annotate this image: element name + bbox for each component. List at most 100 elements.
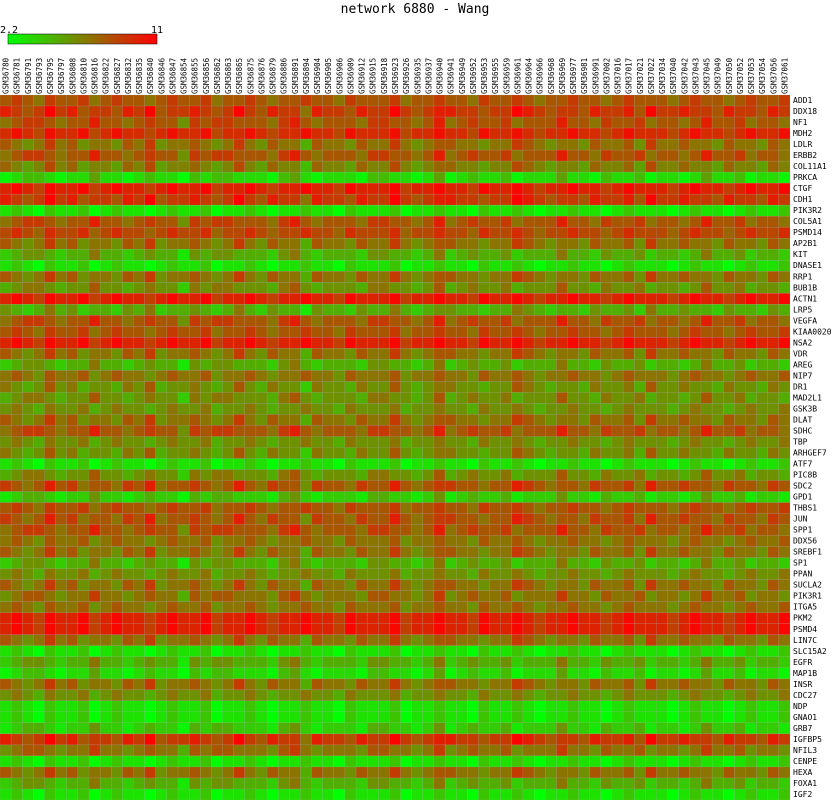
heatmap-cell <box>10 447 23 459</box>
heatmap-cell <box>44 601 56 613</box>
heatmap-cell <box>355 447 368 459</box>
heatmap-cell <box>122 733 134 746</box>
heatmap-cell <box>422 612 435 624</box>
heatmap-cell <box>66 612 79 624</box>
column-label: GSM36822 <box>102 58 111 94</box>
heatmap-cell <box>289 667 301 680</box>
heatmap-cell <box>111 204 123 217</box>
heatmap-cell <box>556 700 568 713</box>
heatmap-cell <box>756 282 768 294</box>
heatmap-cell <box>144 138 157 151</box>
heatmap-cell <box>88 579 101 591</box>
heatmap-cell <box>478 667 490 680</box>
heatmap-cell <box>511 590 524 602</box>
heatmap-cell <box>467 304 479 316</box>
heatmap-cell <box>355 491 368 503</box>
heatmap-cell <box>366 425 379 437</box>
heatmap-cell <box>277 149 290 162</box>
heatmap-cell <box>300 436 312 448</box>
heatmap-cell <box>277 105 290 118</box>
heatmap-cell <box>233 645 246 658</box>
heatmap-cell <box>322 689 335 702</box>
heatmap-cell <box>756 149 768 162</box>
heatmap-cell <box>778 337 791 349</box>
heatmap-cell <box>99 293 112 305</box>
heatmap-cell <box>55 480 68 492</box>
heatmap-cell <box>10 116 23 129</box>
heatmap-cell <box>444 678 457 691</box>
heatmap-cell <box>556 94 568 107</box>
row-label: SDHC <box>793 426 812 435</box>
heatmap-cell <box>33 623 45 636</box>
heatmap-cell <box>177 623 190 636</box>
heatmap-cell <box>433 315 446 327</box>
heatmap-cell <box>745 248 757 261</box>
heatmap-cell <box>455 359 468 371</box>
heatmap-cell <box>444 304 457 316</box>
heatmap-cell <box>756 392 768 404</box>
heatmap-cell <box>155 733 168 746</box>
heatmap-cell <box>33 689 45 702</box>
heatmap-cell <box>211 425 223 437</box>
heatmap-cell <box>600 667 613 680</box>
heatmap-cell <box>0 656 12 669</box>
heatmap-cell <box>611 392 624 404</box>
heatmap-cell <box>322 315 335 327</box>
heatmap-cell <box>689 502 702 514</box>
heatmap-cell <box>678 513 691 525</box>
heatmap-cell <box>55 370 68 382</box>
heatmap-cell <box>66 381 79 393</box>
heatmap-cell <box>422 293 435 305</box>
heatmap-cell <box>55 436 68 448</box>
heatmap-cell <box>700 359 713 371</box>
heatmap-cell <box>378 94 390 107</box>
heatmap-cell <box>300 755 312 768</box>
heatmap-cell <box>767 337 780 349</box>
heatmap-cell <box>689 392 702 404</box>
heatmap-cell <box>734 656 746 669</box>
heatmap-cell <box>578 193 590 206</box>
heatmap-cell <box>400 634 412 647</box>
heatmap-cell <box>0 623 12 636</box>
heatmap-cell <box>222 315 234 327</box>
heatmap-cell <box>211 348 223 360</box>
heatmap-cell <box>0 502 12 514</box>
heatmap-cell <box>77 491 90 503</box>
heatmap-cell <box>99 326 112 338</box>
heatmap-cell <box>633 403 646 415</box>
heatmap-cell <box>33 414 45 426</box>
heatmap-cell <box>556 403 568 415</box>
heatmap-cell <box>678 259 691 272</box>
heatmap-cell <box>467 700 479 713</box>
heatmap-cell <box>88 502 101 514</box>
heatmap-cell <box>444 259 457 272</box>
heatmap-cell <box>578 645 590 658</box>
heatmap-cell <box>522 381 535 393</box>
heatmap-cell <box>400 193 412 206</box>
heatmap-cell <box>333 744 346 757</box>
heatmap-cell <box>645 259 657 272</box>
heatmap-cell <box>10 293 23 305</box>
heatmap-cell <box>722 447 735 459</box>
heatmap-cell <box>411 546 424 558</box>
heatmap-cell <box>556 237 568 250</box>
heatmap-cell <box>300 733 312 746</box>
heatmap-cell <box>778 315 791 327</box>
heatmap-cell <box>322 259 335 272</box>
heatmap-cell <box>778 469 791 481</box>
heatmap-cell <box>589 282 602 294</box>
heatmap-cell <box>689 304 702 316</box>
heatmap-cell <box>433 447 446 459</box>
heatmap-cell <box>633 171 646 184</box>
heatmap-cell <box>767 469 780 481</box>
heatmap-cell <box>55 149 68 162</box>
heatmap-cell <box>177 469 190 481</box>
heatmap-cell <box>33 403 45 415</box>
heatmap-cell <box>556 226 568 239</box>
heatmap-cell <box>122 370 134 382</box>
row-label: ARHGEF7 <box>793 449 827 458</box>
heatmap-cell <box>144 788 157 800</box>
heatmap-cell <box>622 105 635 118</box>
heatmap-cell <box>500 689 513 702</box>
heatmap-cell <box>700 645 713 658</box>
